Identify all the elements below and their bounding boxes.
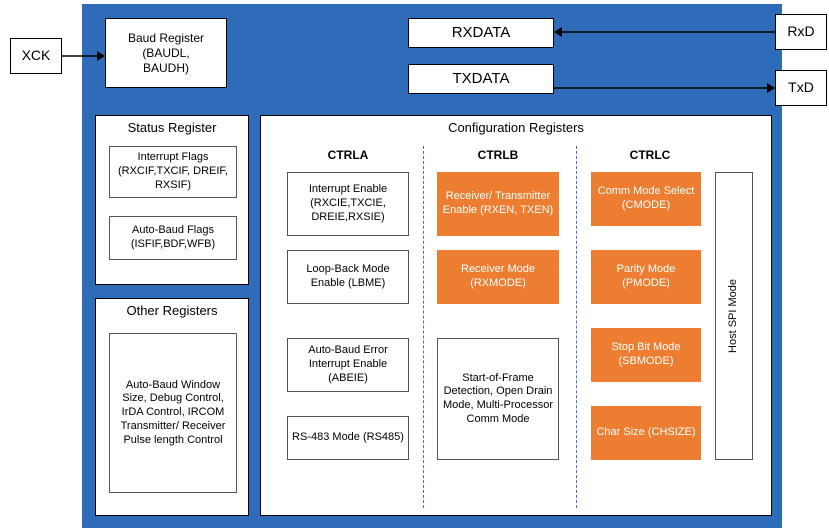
autobaud-flags-box: Auto-Baud Flags (ISFIF,BDF,WFB): [109, 216, 237, 260]
hostspi-text: Host SPI Mode: [727, 279, 741, 353]
rxd-label: RxD: [775, 14, 827, 50]
ctrla-loopback: Loop-Back Mode Enable (LBME): [287, 250, 409, 304]
arrow-rxd-to-rxdata: [554, 26, 775, 38]
ctrlb-rxtx-enable: Receiver/ Transmitter Enable (RXEN, TXEN…: [437, 172, 559, 236]
interrupt-flags-box: Interrupt Flags (RXCIF,TXCIF, DREIF, RXS…: [109, 146, 237, 198]
status-title: Status Register: [96, 116, 248, 135]
txd-label: TxD: [775, 70, 827, 106]
dashed-sep-2: [576, 146, 577, 508]
arrow-xck-to-baud: [62, 50, 105, 62]
config-title: Configuration Registers: [261, 116, 771, 135]
other-title: Other Registers: [96, 299, 248, 318]
baud-register-box: Baud Register (BAUDL, BAUDH): [105, 18, 227, 88]
status-register-panel: Status Register Interrupt Flags (RXCIF,T…: [95, 115, 249, 285]
ctrlb-sof: Start-of-Frame Detection, Open Drain Mod…: [437, 338, 559, 460]
ctrlb-header: CTRLB: [453, 148, 543, 162]
rxdata-box: RXDATA: [408, 18, 554, 48]
ctrlc-pmode: Parity Mode (PMODE): [591, 250, 701, 304]
ctrlc-chsize: Char Size (CHSIZE): [591, 406, 701, 460]
dashed-sep-1: [423, 146, 424, 508]
baud-line1: Baud Register: [128, 31, 204, 45]
txdata-box: TXDATA: [408, 64, 554, 94]
baud-line2: (BAUDL,: [142, 46, 189, 60]
ctrlc-cmode: Comm Mode Select (CMODE): [591, 172, 701, 226]
other-registers-panel: Other Registers Auto-Baud Window Size, D…: [95, 298, 249, 516]
ctrlc-sbmode: Stop Bit Mode (SBMODE): [591, 328, 701, 382]
xck-label: XCK: [10, 38, 62, 74]
baud-line3: BAUDH): [143, 61, 189, 75]
config-registers-panel: Configuration Registers CTRLA CTRLB CTRL…: [260, 115, 772, 516]
ctrlb-rxmode: Receiver Mode (RXMODE): [437, 250, 559, 304]
ctrla-abeie: Auto-Baud Error Interrupt Enable (ABEIE): [287, 338, 409, 392]
ctrlc-hostspi: Host SPI Mode: [715, 172, 753, 460]
arrow-txdata-to-txd: [554, 82, 775, 94]
other-content-box: Auto-Baud Window Size, Debug Control, Ir…: [109, 333, 237, 493]
ctrla-rs485: RS-483 Mode (RS485): [287, 416, 409, 460]
ctrla-header: CTRLA: [303, 148, 393, 162]
ctrlc-header: CTRLC: [605, 148, 695, 162]
ctrla-int-enable: Interrupt Enable (RXCIE,TXCIE, DREIE,RXS…: [287, 172, 409, 236]
